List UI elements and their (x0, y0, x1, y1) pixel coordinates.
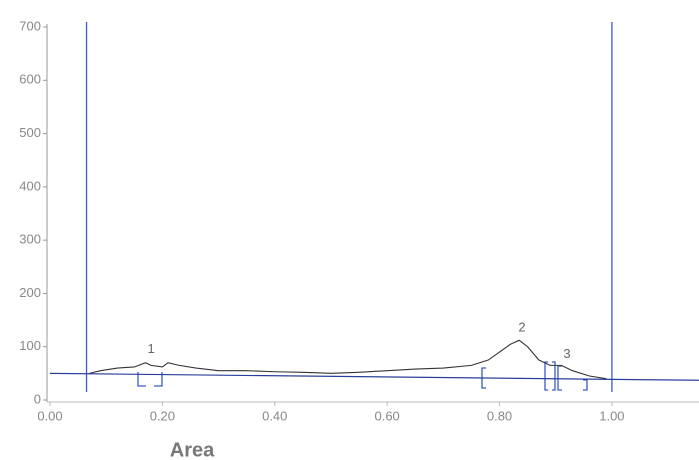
y-tick-label: 100 (19, 338, 41, 353)
y-tick-label: 200 (19, 285, 41, 300)
y-tick-label: 300 (19, 232, 41, 247)
x-axis-label: Area (170, 439, 215, 460)
y-tick-label: 500 (19, 125, 41, 140)
x-tick-label: 0.60 (374, 408, 399, 423)
y-tick-label: 400 (19, 178, 41, 193)
y-tick-label: 600 (19, 72, 41, 87)
x-tick-label: 0.80 (487, 408, 512, 423)
peak-label: 3 (563, 346, 570, 361)
y-tick-label: 700 (19, 18, 41, 33)
scan-line (89, 339, 607, 380)
baseline (49, 372, 699, 381)
integration-brackets (137, 361, 588, 391)
x-tick-label: 1.00 (599, 408, 624, 423)
x-tick-label: 0.40 (262, 408, 287, 423)
peak-label: 2 (518, 320, 525, 335)
x-tick-label: 0.20 (150, 408, 175, 423)
y-tick-label: 0 (34, 391, 41, 406)
peak-label: 1 (148, 341, 155, 356)
x-tick-label: 0.00 (37, 408, 62, 423)
